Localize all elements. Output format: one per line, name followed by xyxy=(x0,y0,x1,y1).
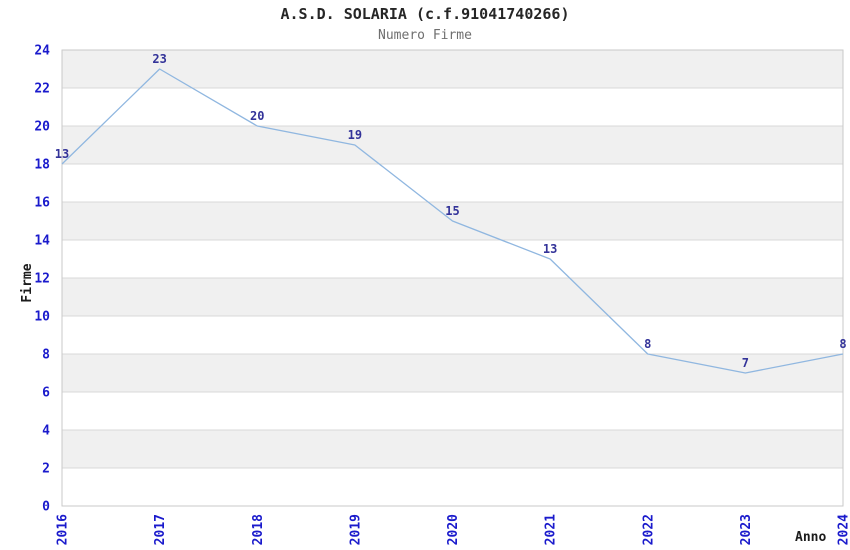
y-tick-label: 20 xyxy=(34,120,50,135)
y-tick-label: 22 xyxy=(34,82,50,97)
x-tick-label: 2020 xyxy=(446,514,461,545)
y-tick-label: 16 xyxy=(34,196,50,211)
plot-band xyxy=(62,50,843,88)
x-tick-label: 2017 xyxy=(153,514,168,545)
data-point-label: 7 xyxy=(742,356,749,370)
y-tick-label: 18 xyxy=(34,158,50,173)
x-tick-label: 2019 xyxy=(348,514,363,545)
data-point-label: 13 xyxy=(55,147,69,161)
plot-band xyxy=(62,278,843,316)
plot-band xyxy=(62,468,843,506)
y-tick-label: 8 xyxy=(42,348,50,363)
plot-band xyxy=(62,430,843,468)
y-tick-label: 24 xyxy=(34,44,50,59)
plot-band xyxy=(62,316,843,354)
x-axis-title: Anno xyxy=(795,530,827,545)
x-tick-label: 2024 xyxy=(837,514,850,545)
data-point-label: 8 xyxy=(839,337,846,351)
y-tick-label: 10 xyxy=(34,310,50,325)
series-line xyxy=(61,68,844,374)
plot-band xyxy=(62,392,843,430)
chart-title: A.S.D. SOLARIA (c.f.91041740266) xyxy=(280,5,570,23)
y-tick-label: 2 xyxy=(42,462,50,477)
y-tick-label: 4 xyxy=(42,424,50,439)
data-point-label: 23 xyxy=(152,52,166,66)
data-point-label: 8 xyxy=(644,337,651,351)
y-tick-label: 12 xyxy=(34,272,50,287)
x-tick-label: 2022 xyxy=(641,514,656,545)
plot-band xyxy=(62,88,843,126)
y-tick-label: 14 xyxy=(34,234,50,249)
data-point-label: 20 xyxy=(250,109,264,123)
chart-subtitle: Numero Firme xyxy=(378,28,472,43)
plot-band xyxy=(62,240,843,278)
data-point-label: 15 xyxy=(445,204,459,218)
plot-band xyxy=(62,164,843,202)
y-tick-label: 0 xyxy=(42,500,50,515)
x-tick-label: 2023 xyxy=(739,514,754,545)
data-point-label: 19 xyxy=(348,128,362,142)
data-point-label: 13 xyxy=(543,242,557,256)
x-tick-label: 2016 xyxy=(56,514,71,545)
y-axis-title: Firme xyxy=(20,263,35,303)
plot-border xyxy=(61,49,844,507)
plot-band xyxy=(62,126,843,164)
x-tick-label: 2018 xyxy=(251,514,266,545)
y-tick-label: 6 xyxy=(42,386,50,401)
plot-band xyxy=(62,354,843,392)
x-tick-label: 2021 xyxy=(544,514,559,545)
